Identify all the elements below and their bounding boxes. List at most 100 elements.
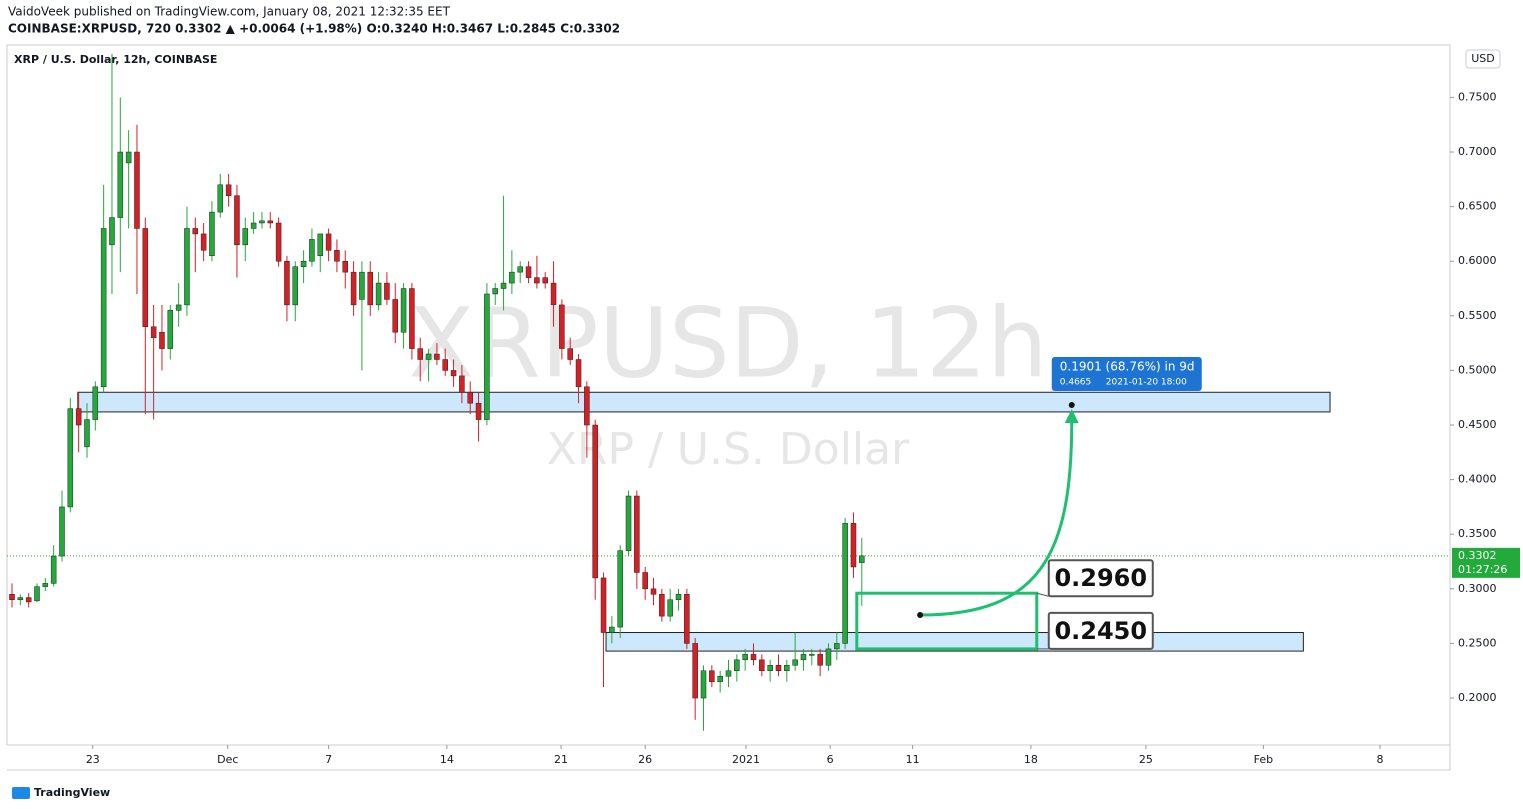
candle-body [17, 597, 24, 601]
candle-body [442, 359, 448, 371]
arrow-end [1068, 402, 1075, 409]
candle-body [234, 195, 240, 246]
chart-title: XRP / U.S. Dollar, 12h, COINBASE [14, 53, 217, 66]
x-tick-label: 26 [638, 753, 652, 766]
candle-body [509, 271, 515, 284]
candle-body [167, 310, 174, 349]
candle-body [317, 233, 324, 257]
y-tick-label: 0.6500 [1458, 200, 1497, 213]
y-tick-label: 0.4000 [1458, 473, 1497, 486]
candle-body [675, 594, 682, 601]
candle-body [59, 506, 65, 557]
candle-body [292, 266, 299, 306]
candle-body [125, 151, 132, 164]
candle-body [717, 675, 723, 682]
candle-body [67, 408, 74, 508]
candle-body [592, 424, 598, 579]
candle-body [817, 654, 823, 666]
candle-body [767, 665, 773, 671]
candle-body [217, 184, 224, 213]
candle-body [475, 402, 482, 420]
brand-logo [12, 787, 30, 799]
x-tick-label: 2021 [732, 753, 760, 766]
currency: USD [1471, 52, 1495, 65]
x-tick-label: Dec [217, 753, 238, 766]
y-tick-label: 0.7000 [1458, 145, 1497, 158]
last-price-badge [1452, 547, 1520, 578]
candle-body [575, 359, 582, 388]
candle-body [550, 282, 557, 306]
candle-body [134, 151, 140, 229]
candle-body [617, 550, 623, 628]
candle-body [425, 353, 432, 360]
arrow-head [1064, 409, 1079, 424]
candle-body [284, 260, 290, 306]
candle-body [792, 659, 798, 666]
measure-time: 2021-01-20 18:00 [1106, 378, 1187, 388]
candle-body [409, 288, 415, 349]
candle-body [800, 654, 807, 661]
candle-body [684, 594, 690, 644]
candle-body [384, 282, 390, 300]
candle-body [192, 228, 199, 235]
candle-body [375, 282, 382, 306]
candle-body [250, 222, 257, 229]
candle-body [75, 408, 82, 426]
publish-line: VaidoVeek published on TradingView.com, … [8, 5, 451, 19]
candle-body [225, 184, 232, 196]
y-tick-label: 0.5000 [1458, 363, 1497, 376]
watermark-sub: XRP / U.S. Dollar [547, 424, 910, 475]
candle-body [300, 260, 307, 267]
candle-body [175, 304, 182, 311]
x-tick-label: 23 [86, 753, 100, 766]
candle-body [450, 370, 457, 377]
measure-box [1051, 357, 1202, 392]
y-tick-label: 0.2000 [1458, 691, 1497, 704]
candle-body [542, 277, 548, 284]
candle-body [650, 588, 657, 595]
candle-body [600, 577, 607, 633]
candle-body [709, 670, 715, 682]
candle-body [267, 220, 274, 224]
candle-body [842, 523, 848, 644]
candle-body [467, 392, 473, 404]
candle-body [434, 353, 440, 360]
price-callout: 0.2450 [1054, 617, 1147, 645]
candle-body [834, 643, 840, 650]
candle-body [825, 648, 832, 666]
candle-body [109, 217, 115, 246]
candle-body [100, 228, 107, 388]
candle-body [209, 211, 215, 257]
measure-text: 0.1901 (68.76%) in 9d [1060, 360, 1195, 374]
zone [77, 391, 1331, 413]
candle-body [242, 228, 249, 246]
candle-body [642, 572, 648, 590]
x-tick-label: 14 [440, 753, 454, 766]
candle-body [117, 151, 124, 218]
y-tick-label: 0.7500 [1458, 90, 1497, 103]
candle-body [459, 375, 465, 393]
candle-body [725, 670, 732, 677]
candle-body [759, 659, 765, 671]
y-tick-label: 0.2500 [1458, 636, 1497, 649]
y-tick-label: 0.3500 [1458, 527, 1497, 540]
candle-body [809, 654, 815, 656]
y-tick-label: 0.4500 [1458, 418, 1497, 431]
candle-body [692, 643, 698, 699]
candle-body [400, 288, 407, 333]
candle-body [525, 266, 532, 278]
candle-body [9, 594, 15, 601]
candle-body [150, 326, 157, 338]
candle-body [342, 260, 349, 273]
x-tick-label: 25 [1139, 753, 1153, 766]
candle-body [484, 293, 490, 420]
candle-body [667, 599, 673, 617]
arrow-start [917, 612, 924, 619]
candle-body [859, 555, 865, 563]
candle-body [700, 670, 707, 699]
price-callout-box [1047, 559, 1154, 598]
candle-body [609, 626, 615, 633]
price-callout-pointer [1036, 592, 1049, 597]
candle-body [584, 386, 590, 426]
